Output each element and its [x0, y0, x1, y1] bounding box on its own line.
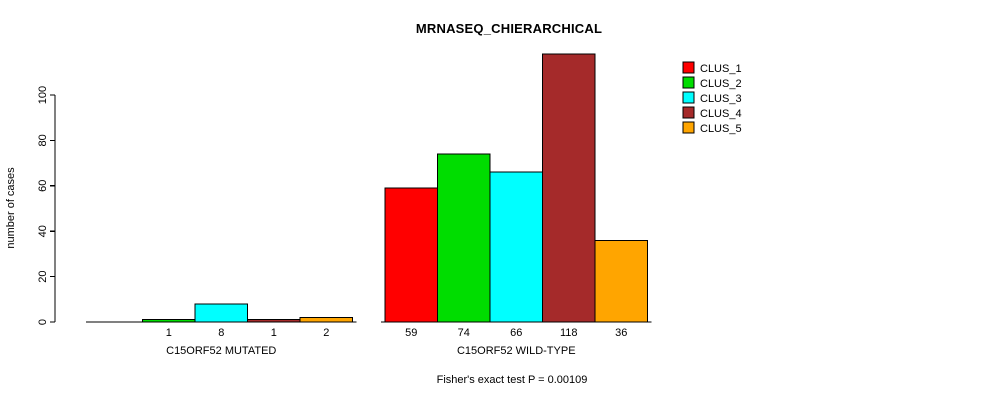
chart-title: MRNASEQ_CHIERARCHICAL — [416, 21, 602, 36]
footnote-text: Fisher's exact test P = 0.00109 — [437, 374, 588, 386]
bar-value-label: 74 — [458, 327, 470, 339]
legend-swatch-clus_5[interactable] — [682, 121, 695, 134]
bar-group: 59 74 66 118 36 C15ORF52 WILD-TYPE — [381, 53, 652, 357]
bar-value-label: 66 — [510, 327, 522, 339]
bar-clus_5[interactable] — [299, 316, 353, 323]
legend-label: CLUS_3 — [700, 93, 742, 105]
bar-value-label: 1 — [271, 327, 277, 339]
bar-clus_2[interactable] — [142, 319, 196, 323]
y-tick-label: 20 — [37, 270, 49, 282]
bar-value-label: 8 — [218, 327, 224, 339]
legend-label: CLUS_4 — [700, 108, 742, 120]
y-tick-label: 40 — [37, 225, 49, 237]
legend-label: CLUS_5 — [700, 123, 742, 135]
bar-clus_4[interactable] — [247, 319, 301, 323]
bar-clus_2[interactable] — [437, 153, 491, 323]
legend-label: CLUS_1 — [700, 63, 742, 75]
legend: CLUS_1 CLUS_2 CLUS_3 CLUS_4 CLUS_5 — [682, 61, 742, 135]
bar-group: 1 8 1 2 C15ORF52 MUTATED — [86, 303, 357, 357]
group-label: C15ORF52 WILD-TYPE — [457, 345, 576, 357]
y-axis: 0 20 40 60 80 100 — [37, 86, 56, 325]
bar-clus_5[interactable] — [594, 239, 648, 323]
bar-clus_1[interactable] — [384, 187, 438, 323]
bar-clus_4[interactable] — [542, 53, 596, 323]
legend-swatch-clus_2[interactable] — [682, 76, 695, 89]
group-label: C15ORF52 MUTATED — [166, 345, 276, 357]
y-tick-label: 80 — [37, 134, 49, 146]
bar-clus_3[interactable] — [489, 171, 543, 323]
y-tick-label: 60 — [37, 180, 49, 192]
legend-swatch-clus_3[interactable] — [682, 91, 695, 104]
legend-swatch-clus_4[interactable] — [682, 106, 695, 119]
y-tick-label: 0 — [37, 319, 49, 325]
bar-clus_3[interactable] — [194, 303, 248, 323]
bar-value-label: 1 — [166, 327, 172, 339]
bar-value-label: 118 — [560, 327, 578, 339]
y-axis-title: number of cases — [5, 167, 17, 249]
legend-label: CLUS_2 — [700, 78, 742, 90]
bar-value-label: 2 — [323, 327, 329, 339]
y-tick-label: 100 — [37, 86, 49, 104]
legend-swatch-clus_1[interactable] — [682, 61, 695, 74]
bar-value-label: 36 — [615, 327, 627, 339]
bar-value-label: 59 — [405, 327, 417, 339]
